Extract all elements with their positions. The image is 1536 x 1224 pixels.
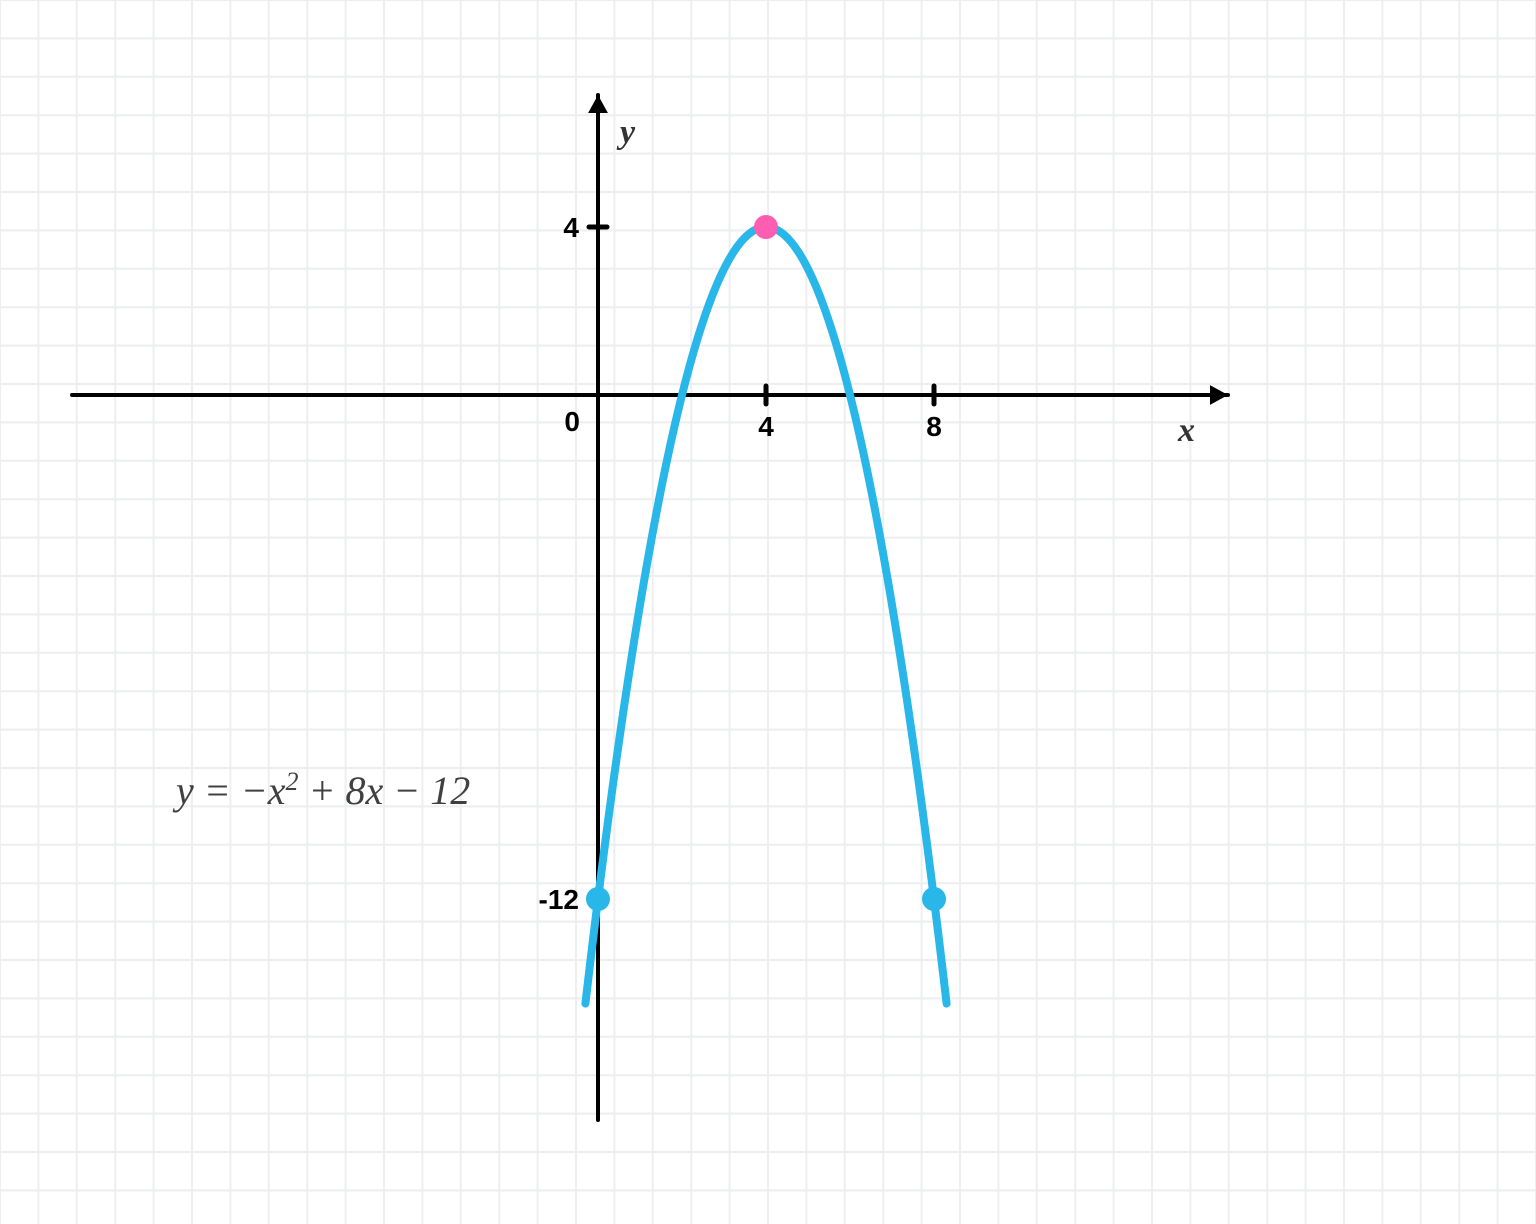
x-tick-label: 8 [926,411,942,442]
x-tick-label: 4 [758,411,774,442]
equation-label: y = −x2 + 8x − 12 [172,767,470,814]
plotted-point [754,215,778,239]
origin-label: 0 [564,406,580,437]
y-tick-label: -12 [539,884,579,915]
x-axis-label: x [1177,412,1195,449]
plotted-point [586,887,610,911]
grid [0,0,1536,1224]
y-tick-label: 4 [563,212,579,243]
plotted-point [922,887,946,911]
